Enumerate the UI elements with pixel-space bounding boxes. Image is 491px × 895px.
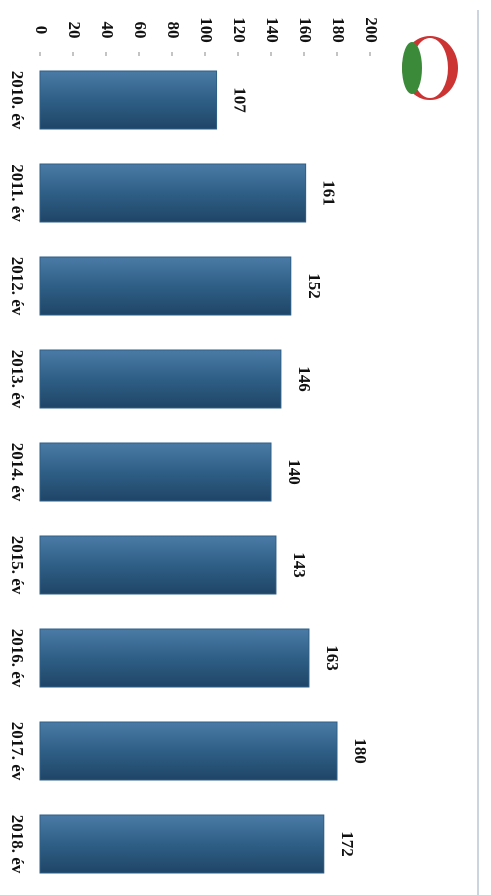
- x-tick-label: 2011. év: [8, 164, 27, 222]
- value-label: 146: [295, 366, 314, 392]
- bar: [39, 721, 338, 781]
- y-tick-label: 200: [362, 17, 381, 43]
- bar: [39, 442, 272, 502]
- bar: [39, 628, 310, 688]
- value-label: 172: [338, 831, 357, 857]
- bar: [39, 349, 282, 409]
- x-tick-label: 2018. év: [8, 815, 27, 874]
- y-tick-label: 80: [164, 22, 183, 39]
- value-label: 107: [231, 87, 250, 113]
- bar: [39, 70, 218, 130]
- bar: [39, 535, 277, 595]
- x-tick-label: 2014. év: [8, 443, 27, 502]
- value-label: 152: [305, 273, 324, 299]
- y-tick-label: 60: [131, 22, 150, 39]
- x-tick-label: 2010. év: [8, 71, 27, 130]
- y-tick-label: 100: [197, 17, 216, 43]
- y-tick-label: 160: [296, 17, 315, 43]
- value-label: 140: [285, 459, 304, 485]
- x-tick-label: 2015. év: [8, 536, 27, 595]
- y-tick-label: 40: [98, 22, 117, 39]
- value-label: 143: [290, 552, 309, 578]
- x-tick-label: 2013. év: [8, 350, 27, 409]
- y-tick-label: 140: [263, 17, 282, 43]
- bar: [39, 163, 307, 223]
- logo: [402, 36, 458, 100]
- value-label: 163: [323, 645, 342, 671]
- bar: [39, 814, 325, 874]
- y-tick-label: 0: [32, 26, 51, 35]
- x-tick-label: 2016. év: [8, 629, 27, 688]
- y-tick-label: 180: [329, 17, 348, 43]
- value-label: 161: [320, 180, 339, 206]
- x-tick-label: 2017. év: [8, 722, 27, 781]
- y-tick-label: 120: [230, 17, 249, 43]
- value-label: 180: [351, 738, 370, 764]
- bar: [39, 256, 292, 316]
- y-tick-label: 20: [65, 22, 84, 39]
- x-tick-label: 2012. év: [8, 257, 27, 316]
